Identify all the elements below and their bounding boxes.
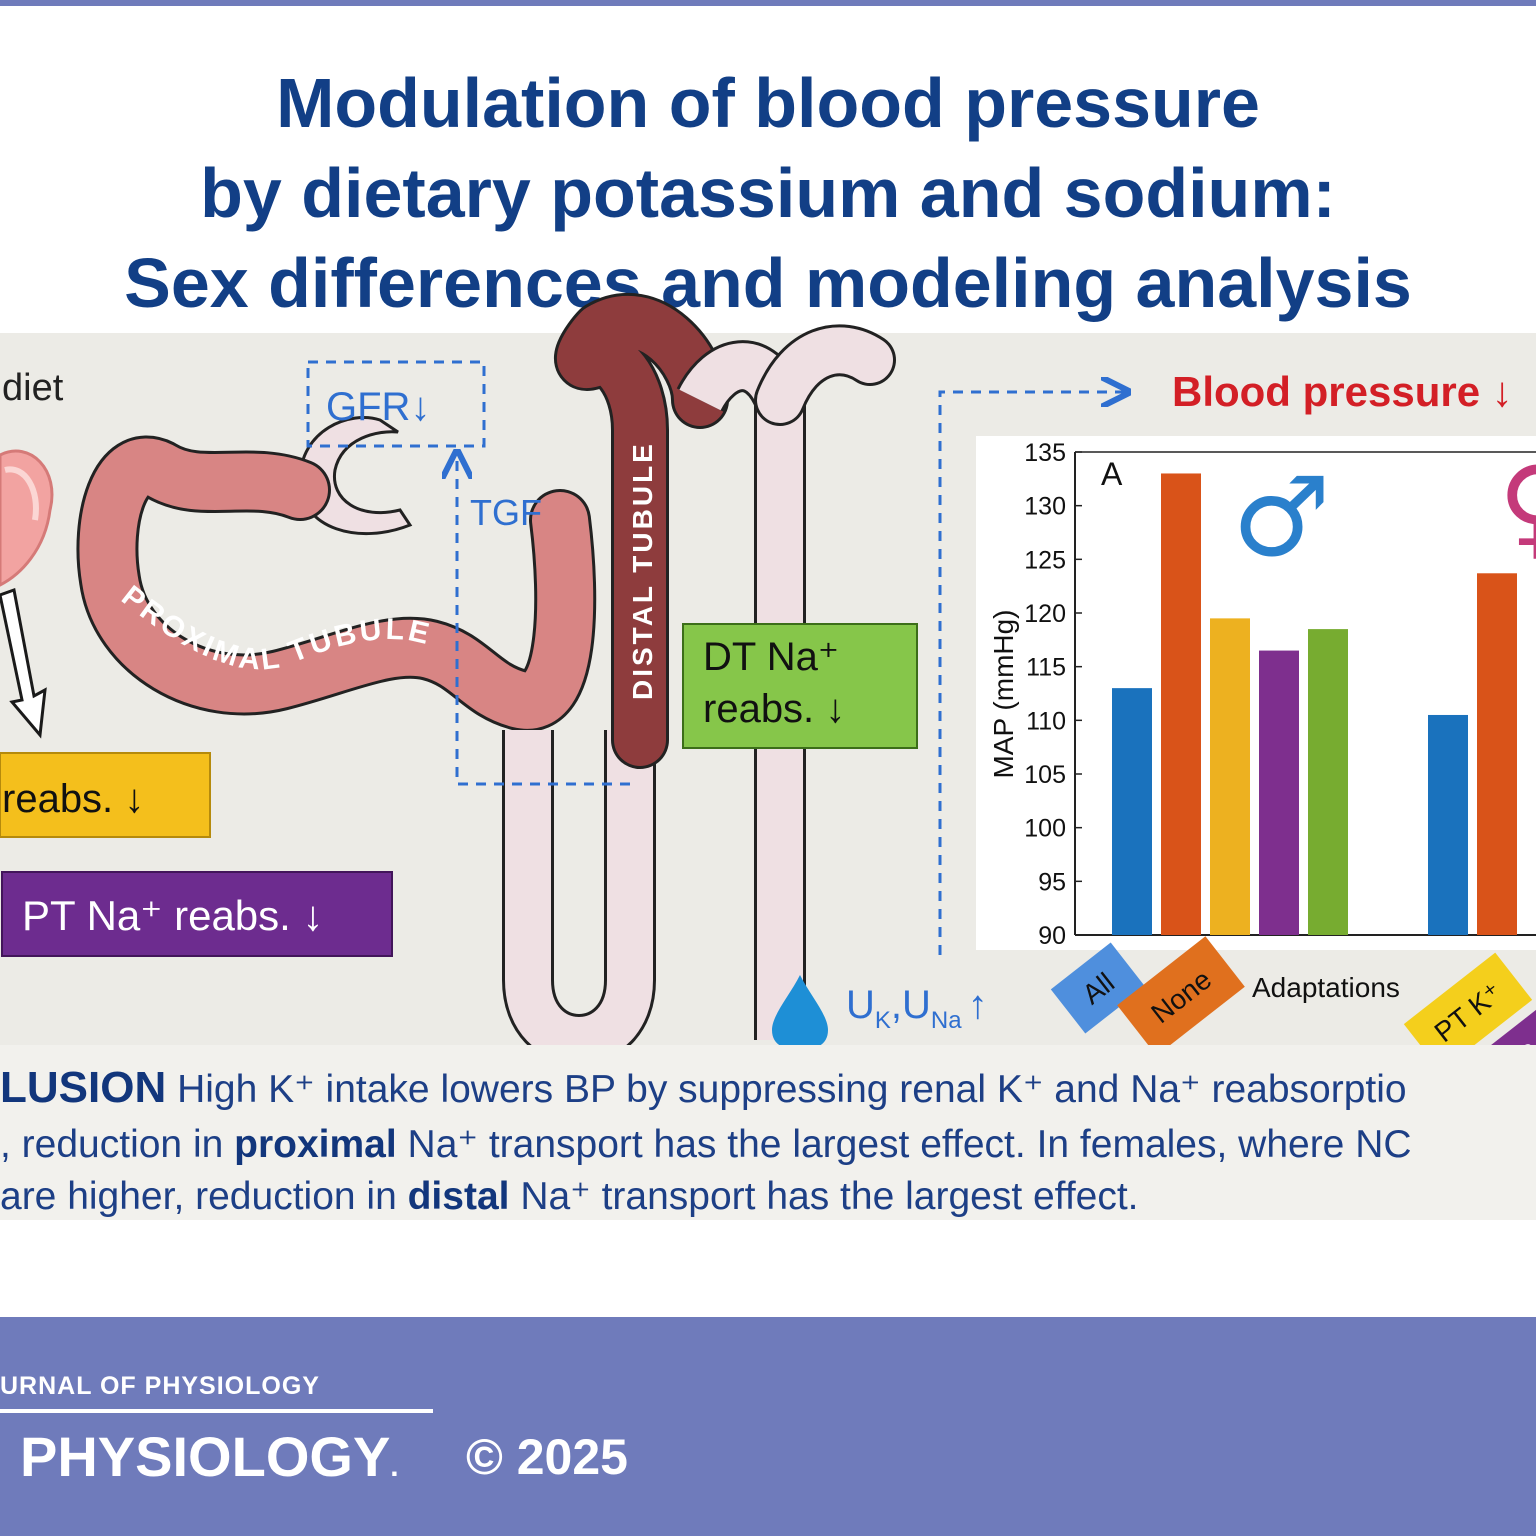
top-rule <box>0 0 1536 6</box>
conclusion-section: LUSION High K⁺ intake lowers BP by suppr… <box>0 1045 1536 1220</box>
page-title: Modulation of blood pressure by dietary … <box>0 58 1536 328</box>
y-tick-label: 115 <box>1026 654 1066 682</box>
y-tick-label: 105 <box>1024 761 1066 789</box>
pt-na-reabs-box <box>1 871 393 957</box>
urine-sep: ,U <box>891 983 931 1027</box>
bar-female-1 <box>1477 573 1517 935</box>
urine-drop-icon <box>772 975 828 1050</box>
conclusion-line-3-post: Na⁺ transport has the largest effect. <box>509 1175 1139 1218</box>
dt-na-reabs-line2: reabs. ↓ <box>703 687 845 731</box>
conclusion-line-2-pre: , reduction in <box>0 1123 235 1166</box>
urine-excretion-label: UK,UNa ↑ <box>846 983 988 1034</box>
tgf-label: TGF <box>470 492 542 533</box>
urine-arrow: ↑ <box>968 983 988 1027</box>
brand-logo: PHYSIOLOGY. <box>20 1424 399 1489</box>
conclusion-line-2: , reduction in proximal Na⁺ transport ha… <box>0 1122 1412 1167</box>
y-tick-label: 95 <box>1038 868 1066 896</box>
yellow-reabs-label: reabs. ↓ <box>2 777 144 821</box>
title-line-1: Modulation of blood pressure <box>276 64 1260 142</box>
tgf-arrow <box>457 455 630 786</box>
bar-male-1 <box>1161 473 1201 935</box>
yellow-reabs-box <box>0 752 211 838</box>
gfr-box <box>306 360 486 448</box>
urine-k-sub: K <box>875 1007 891 1034</box>
y-tick-label: 90 <box>1038 922 1066 950</box>
y-tick-label: 130 <box>1024 493 1066 521</box>
diet-arrow-icon <box>0 587 47 739</box>
distal-tubule: DISTAL TUBULE <box>553 293 729 769</box>
journal-rule <box>0 1409 433 1413</box>
bar-male-3 <box>1259 650 1299 935</box>
conclusion-line-2-bold: proximal <box>234 1123 397 1166</box>
bar-female-0 <box>1428 714 1468 935</box>
male-symbol-icon: ♂ <box>1232 453 1331 581</box>
collecting-duct <box>676 324 896 1040</box>
bar-male-2 <box>1210 618 1250 935</box>
y-tick-label: 110 <box>1026 707 1066 735</box>
footer-band <box>0 1317 1536 1536</box>
conclusion-heading: LUSION <box>0 1063 167 1112</box>
dt-na-reabs-box <box>682 623 918 749</box>
panel-label: A <box>1101 456 1123 492</box>
map-bar-chart: A MAP (mmHg) Adaptations 90 95 100 105 110 11… <box>976 436 1536 1003</box>
bp-arrow <box>938 392 1125 955</box>
bar-male-0 <box>1112 688 1152 935</box>
bar-male-4 <box>1308 629 1348 935</box>
copyright: © 2025 <box>466 1429 628 1485</box>
female-symbol-icon: ♀ <box>1498 443 1536 571</box>
conclusion-line-1: LUSION High K⁺ intake lowers BP by suppr… <box>0 1063 1407 1113</box>
tag-all: All <box>1050 942 1146 1034</box>
y-tick-label: 100 <box>1024 815 1066 843</box>
brand-dot: . <box>390 1450 399 1483</box>
gfr-label: GFR↓ <box>326 385 430 429</box>
title-line-2: by dietary potassium and sodium: <box>200 154 1336 232</box>
conclusion-line-1-text: High K⁺ intake lowers BP by suppressing … <box>166 1068 1407 1111</box>
y-tick-label: 125 <box>1024 546 1066 574</box>
diet-label: diet <box>2 367 64 409</box>
y-axis-label: MAP (mmHg) <box>988 609 1019 778</box>
conclusion-line-3-pre: are higher, reduction in <box>0 1175 408 1218</box>
blood-pressure-label: Blood pressure ↓ <box>1172 368 1513 415</box>
loop-of-henle <box>502 730 656 1066</box>
journal-name: URNAL OF PHYSIOLOGY <box>0 1372 320 1400</box>
y-tick-label: 120 <box>1024 600 1066 628</box>
x-axis-label: Adaptations <box>1252 972 1400 1003</box>
distal-tubule-label: DISTAL TUBULE <box>627 441 658 700</box>
food-icon <box>0 449 54 587</box>
title-line-3: Sex differences and modeling analysis <box>124 244 1412 322</box>
pt-na-reabs-label: PT Na⁺ reabs. ↓ <box>22 892 324 939</box>
tag-none: None <box>1117 936 1245 1056</box>
conclusion-line-2-post: Na⁺ transport has the largest effect. In… <box>396 1123 1412 1166</box>
diagram-canvas: diet reabs. ↓ PT Na⁺ reabs. ↓ PROXIMAL T… <box>0 293 1536 1097</box>
y-tick-label: 135 <box>1024 439 1066 467</box>
dt-na-reabs-line1: DT Na⁺ <box>703 635 839 679</box>
conclusion-line-3: are higher, reduction in distal Na⁺ tran… <box>0 1174 1139 1219</box>
conclusion-line-3-bold: distal <box>407 1175 510 1218</box>
urine-na-sub: Na <box>931 1007 962 1034</box>
urine-u: U <box>846 983 875 1027</box>
brand-text: PHYSIOLOGY <box>20 1425 391 1488</box>
